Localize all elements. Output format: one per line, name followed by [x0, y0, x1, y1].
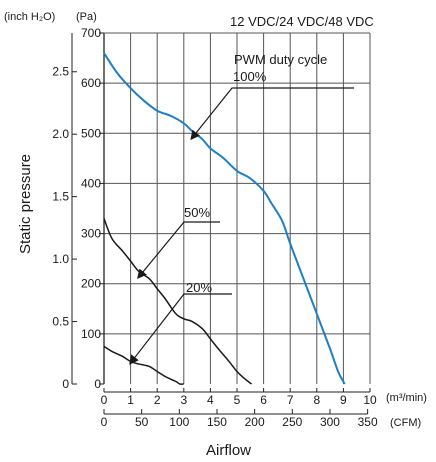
y-tick-label: 700 [81, 26, 101, 40]
y2-tick-label: 2.0 [52, 127, 69, 141]
x2-tick-label: 250 [282, 415, 302, 429]
x2-tick-label: 200 [245, 415, 265, 429]
chart-title: 12 VDC/24 VDC/48 VDC [230, 14, 374, 29]
label-20-percent: 20% [186, 280, 212, 295]
y-tick-label: 600 [81, 76, 101, 90]
pwm-duty-cycle-label: PWM duty cycle [234, 52, 327, 67]
y2-unit-label: (inch H₂O) [4, 11, 55, 23]
leader-100-percent [190, 87, 354, 141]
label-100-percent: 100% [233, 69, 267, 84]
leader-20-percent [129, 293, 232, 365]
x-axis-title: Airflow [206, 442, 251, 459]
x-tick-label: 3 [180, 393, 187, 407]
x-unit-label: (m³/min) [386, 392, 427, 404]
x-tick-label: 7 [287, 393, 294, 407]
label-50-percent: 50% [184, 205, 210, 220]
y-axis-title: Static pressure [17, 154, 34, 254]
axis-layer: 0 1 2 3 4 5 6 7 8 9 100 50 100 150 200 250 300 3500100200… [52, 26, 378, 429]
annotation-layer: PWM duty cycle 100% 50% 20% [129, 52, 354, 365]
x-tick-label: 2 [154, 393, 161, 407]
x2-tick-label: 300 [320, 415, 340, 429]
y2-tick-label: 1.0 [52, 252, 69, 266]
series-line-50-percent [103, 218, 253, 385]
x-tick-label: 9 [340, 393, 347, 407]
x-tick-label: 1 [127, 393, 134, 407]
y-tick-label: 300 [81, 227, 101, 241]
x2-tick-label: 0 [101, 415, 108, 429]
series-line-100-percent [103, 52, 346, 385]
leader-50-percent [137, 221, 220, 280]
y2-tick-label: 1.5 [52, 190, 69, 204]
x-tick-label: 0 [101, 393, 108, 407]
series-line-20-percent [103, 345, 184, 385]
x-tick-label: 6 [260, 393, 267, 407]
x2-tick-label: 350 [358, 415, 378, 429]
x-tick-label: 5 [234, 393, 241, 407]
y2-tick-label: 0 [62, 377, 69, 391]
y-tick-label: 0 [94, 377, 101, 391]
x2-tick-label: 100 [169, 415, 189, 429]
x2-unit-label: (CFM) [390, 417, 421, 429]
y-tick-label: 200 [81, 277, 101, 291]
y-tick-label: 400 [81, 176, 101, 190]
series-layer [103, 52, 346, 385]
y-tick-label: 500 [81, 126, 101, 140]
grid-layer [104, 32, 370, 384]
y-tick-label: 100 [81, 327, 101, 341]
y2-tick-label: 2.5 [52, 65, 69, 79]
y-unit-label: (Pa) [76, 11, 97, 23]
x2-tick-label: 50 [135, 415, 149, 429]
x-tick-label: 4 [207, 393, 214, 407]
y2-tick-label: 0.5 [52, 315, 69, 329]
x-tick-label: 8 [313, 393, 320, 407]
x-tick-label: 10 [363, 393, 377, 407]
x2-tick-label: 150 [207, 415, 227, 429]
